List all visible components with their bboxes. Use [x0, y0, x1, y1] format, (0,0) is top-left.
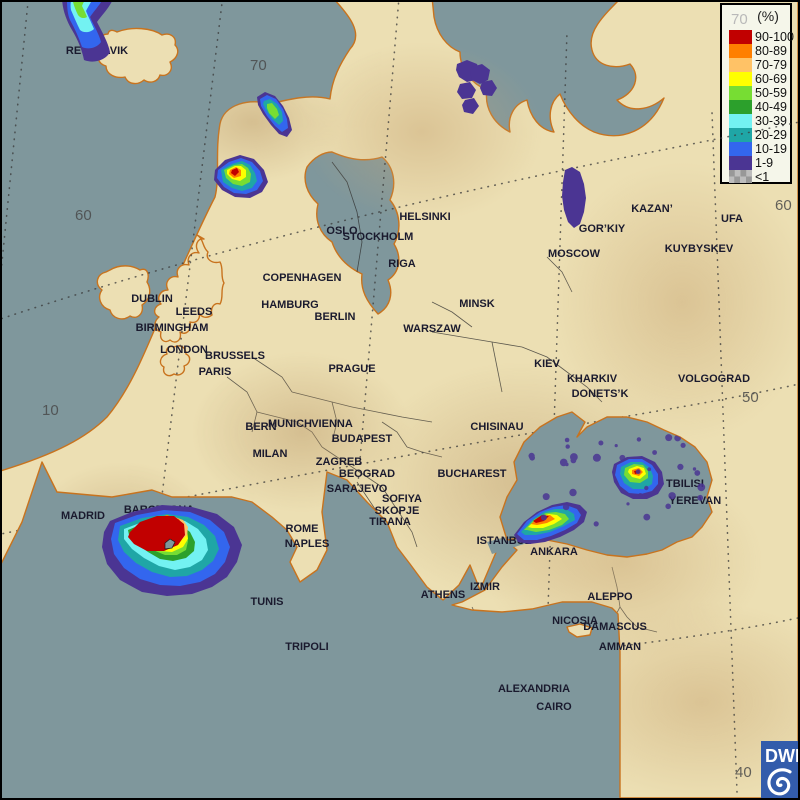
- svg-text:70: 70: [731, 11, 748, 28]
- svg-text:WARSZAW: WARSZAW: [403, 323, 461, 335]
- svg-text:(%): (%): [757, 8, 779, 24]
- svg-text:STOCKHOLM: STOCKHOLM: [343, 231, 414, 243]
- svg-text:70: 70: [250, 57, 267, 74]
- svg-text:50-59: 50-59: [755, 86, 787, 100]
- svg-text:HELSINKI: HELSINKI: [399, 211, 450, 223]
- svg-text:MUNICH: MUNICH: [268, 418, 312, 430]
- svg-text:ATHENS: ATHENS: [421, 589, 465, 601]
- svg-text:TUNIS: TUNIS: [251, 596, 284, 608]
- svg-text:40: 40: [735, 764, 752, 781]
- svg-text:KIEV: KIEV: [534, 358, 560, 370]
- svg-text:10: 10: [42, 402, 59, 419]
- svg-text:20-29: 20-29: [755, 128, 787, 142]
- svg-text:MILAN: MILAN: [253, 448, 288, 460]
- svg-text:TIRANA: TIRANA: [369, 516, 411, 528]
- svg-text:HAMBURG: HAMBURG: [261, 299, 318, 311]
- svg-text:60: 60: [775, 197, 792, 214]
- svg-text:PRAGUE: PRAGUE: [328, 363, 375, 375]
- svg-text:60: 60: [75, 207, 92, 224]
- svg-text:GOR’KIY: GOR’KIY: [579, 223, 626, 235]
- svg-text:MINSK: MINSK: [459, 298, 495, 310]
- svg-text:BEOGRAD: BEOGRAD: [339, 468, 395, 480]
- svg-text:VIENNA: VIENNA: [311, 418, 353, 430]
- svg-text:DUBLIN: DUBLIN: [131, 293, 173, 305]
- svg-text:BUDAPEST: BUDAPEST: [332, 433, 393, 445]
- svg-text:ANKARA: ANKARA: [530, 546, 578, 558]
- svg-text:MOSCOW: MOSCOW: [548, 248, 601, 260]
- svg-text:SARAJEVO: SARAJEVO: [327, 483, 388, 495]
- svg-text:COPENHAGEN: COPENHAGEN: [263, 272, 342, 284]
- svg-text:YEREVAN: YEREVAN: [669, 495, 721, 507]
- svg-text:KAZAN’: KAZAN’: [631, 203, 673, 215]
- svg-text:ZAGREB: ZAGREB: [316, 456, 363, 468]
- svg-text:MADRID: MADRID: [61, 510, 105, 522]
- svg-text:ROME: ROME: [286, 523, 319, 535]
- svg-text:80-89: 80-89: [755, 44, 787, 58]
- svg-text:DAMASCUS: DAMASCUS: [583, 621, 647, 633]
- svg-text:DONETS’K: DONETS’K: [572, 388, 629, 400]
- svg-text:CHISINAU: CHISINAU: [470, 421, 523, 433]
- svg-text:TRIPOLI: TRIPOLI: [285, 641, 328, 653]
- svg-text:LONDON: LONDON: [160, 344, 208, 356]
- svg-text:40-49: 40-49: [755, 100, 787, 114]
- svg-text:BIRMINGHAM: BIRMINGHAM: [136, 322, 209, 334]
- svg-text:BUCHAREST: BUCHAREST: [437, 468, 506, 480]
- svg-text:NAPLES: NAPLES: [285, 538, 330, 550]
- svg-text:ALEPPO: ALEPPO: [587, 591, 633, 603]
- svg-text:VOLGOGRAD: VOLGOGRAD: [678, 373, 750, 385]
- svg-text:ALEXANDRIA: ALEXANDRIA: [498, 683, 570, 695]
- svg-text:60-69: 60-69: [755, 72, 787, 86]
- svg-text:AMMAN: AMMAN: [599, 641, 641, 653]
- svg-text:50: 50: [742, 389, 759, 406]
- svg-text:1-9: 1-9: [755, 156, 773, 170]
- svg-text:<1: <1: [755, 170, 769, 184]
- svg-text:DWD: DWD: [765, 746, 798, 766]
- svg-text:PARIS: PARIS: [199, 366, 232, 378]
- svg-text:CAIRO: CAIRO: [536, 701, 572, 713]
- svg-text:RIGA: RIGA: [388, 258, 416, 270]
- svg-text:70-79: 70-79: [755, 58, 787, 72]
- svg-text:10-19: 10-19: [755, 142, 787, 156]
- svg-text:KHARKIV: KHARKIV: [567, 373, 618, 385]
- svg-text:UFA: UFA: [721, 213, 743, 225]
- svg-text:IZMIR: IZMIR: [470, 581, 500, 593]
- svg-text:90-100: 90-100: [755, 30, 794, 44]
- svg-text:BRUSSELS: BRUSSELS: [205, 350, 265, 362]
- svg-text:KUYBYSKEV: KUYBYSKEV: [665, 243, 734, 255]
- svg-text:BERLIN: BERLIN: [315, 311, 356, 323]
- svg-text:SOFIYA: SOFIYA: [382, 493, 422, 505]
- svg-text:LEEDS: LEEDS: [176, 306, 213, 318]
